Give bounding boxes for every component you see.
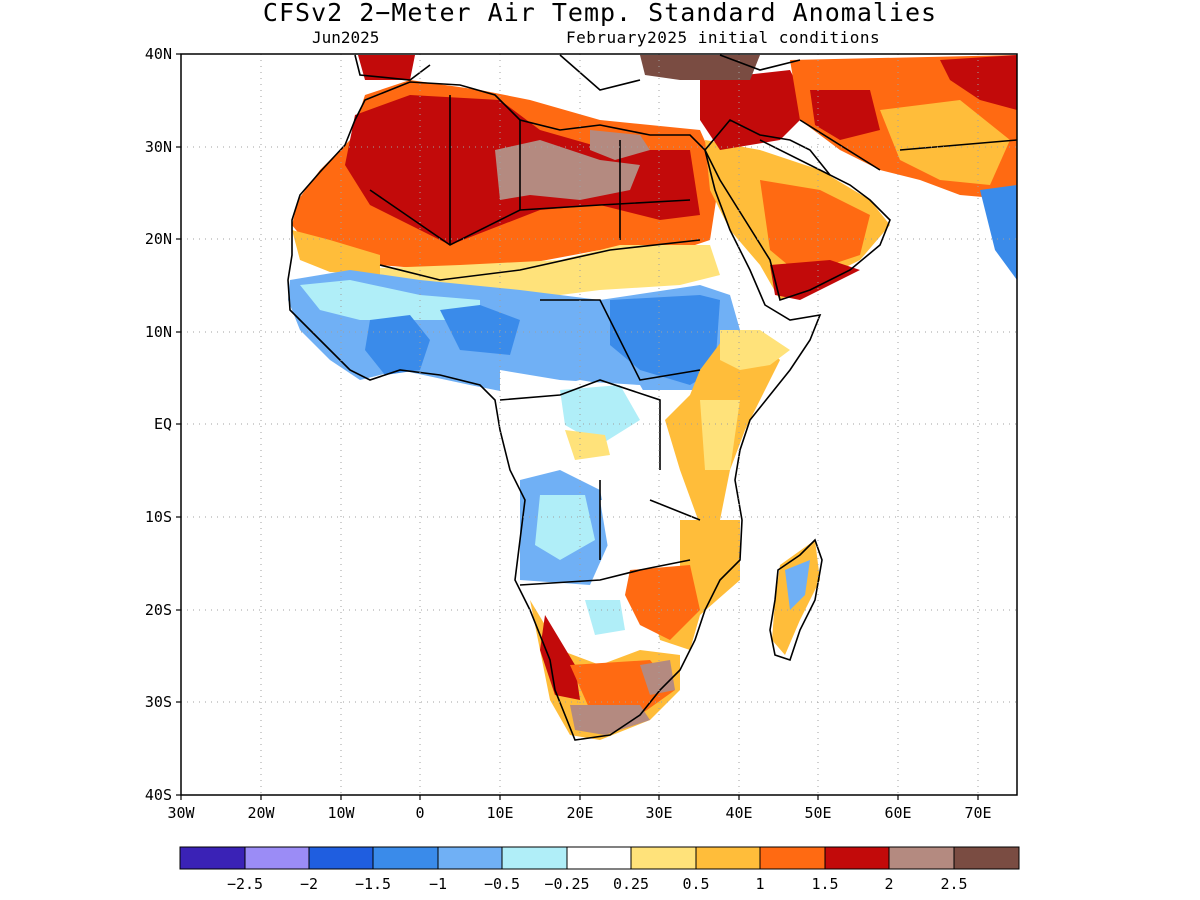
colorbar-swatch: [953, 846, 1020, 870]
lat-label: 20N: [145, 230, 172, 248]
colorbar-swatch: [759, 846, 826, 870]
colorbar-swatch: [501, 846, 568, 870]
namibia-light-cool: [585, 600, 625, 635]
lon-label: 50E: [804, 804, 831, 822]
south-africa-hot: [540, 615, 580, 700]
colorbar-label: −1: [429, 875, 447, 893]
zimbabwe-orange: [625, 565, 700, 640]
border-line: [379, 239, 701, 281]
arabian-peninsula-coast: [704, 119, 891, 302]
yemen-hot: [770, 260, 860, 300]
colorbar-swatch: [437, 846, 503, 870]
latitude-labels: 40N 30N 20N 10N EQ 10S 20S 30S 40S: [145, 45, 172, 804]
lat-label: 10S: [145, 508, 172, 526]
forecast-month: Jun2025: [312, 28, 380, 47]
tick-marks: [176, 53, 979, 800]
colorbar-swatch: [888, 846, 955, 870]
border-line: [499, 379, 661, 470]
initial-conditions: February2025 initial conditions: [566, 28, 881, 47]
colorbar-swatch: [824, 846, 890, 870]
africa-coastline: [287, 81, 822, 741]
iran-hot-core: [810, 90, 880, 140]
west-africa-light-cool: [300, 280, 480, 320]
pakistan-cool: [980, 185, 1017, 280]
colorbar-label: 2.5: [940, 875, 967, 893]
longitude-labels: 30W 20W 10W 0 10E 20E 30E 40E 50E 60E 70…: [167, 804, 991, 822]
colorbar-label: −2.5: [227, 875, 263, 893]
colorbar-swatch: [630, 846, 697, 870]
libya-egypt-brown: [495, 140, 640, 200]
chart-title: CFSv2 2−Meter Air Temp. Standard Anomali…: [262, 0, 938, 27]
colorbar-label: 1.5: [811, 875, 838, 893]
central-africa-strong-cool: [610, 295, 720, 385]
greece-neutral: [580, 60, 640, 95]
grid-lines: [181, 54, 1017, 795]
lesotho-brown: [640, 660, 675, 695]
lat-label: EQ: [154, 415, 172, 433]
ethiopia-light: [720, 330, 790, 370]
colorbar-label: −2: [300, 875, 318, 893]
border-line: [759, 119, 1017, 176]
colorbar-swatch: [566, 846, 632, 870]
ghana-cool: [365, 315, 430, 375]
lon-label: 20E: [566, 804, 593, 822]
colorbar-swatch: [244, 846, 310, 870]
country-outlines: [287, 54, 1017, 741]
lat-label: 30S: [145, 693, 172, 711]
congo-light-cool: [560, 385, 640, 445]
madagascar-cool: [785, 560, 810, 610]
iran-warm: [880, 100, 1010, 185]
land-anomalies: [288, 55, 1017, 740]
lon-label: 0: [415, 804, 424, 822]
colorbar-label: −0.25: [544, 875, 589, 893]
lat-label: 30N: [145, 138, 172, 156]
lat-label: 20S: [145, 601, 172, 619]
madagascar-coast: [769, 538, 823, 662]
lat-label: 40N: [145, 45, 172, 63]
colorbar-label: 0.5: [682, 875, 709, 893]
turkey-brown: [640, 55, 760, 80]
spain-hot: [358, 55, 415, 80]
colorbar-label: 2: [884, 875, 893, 893]
lon-label: 20W: [247, 804, 275, 822]
lat-label: 40S: [145, 786, 172, 804]
colorbar-swatch: [695, 846, 761, 870]
border-line: [449, 95, 621, 245]
middle-east-hot: [700, 70, 810, 150]
colorbar-swatch: [372, 846, 439, 870]
lon-label: 30E: [645, 804, 672, 822]
colorbar-labels: −2.5 −2 −1.5 −1 −0.5 −0.25 0.25 0.5 1 1.…: [227, 875, 968, 893]
border-line: [540, 299, 701, 381]
lon-label: 10E: [486, 804, 513, 822]
border-line: [519, 559, 691, 586]
colorbar-label: −1.5: [355, 875, 391, 893]
afghan-hot: [940, 55, 1017, 110]
west-africa-orange: [292, 230, 380, 275]
colorbar-swatch: [308, 846, 374, 870]
colorbar-swatch: [179, 846, 246, 870]
arabia-orange: [760, 180, 870, 275]
colorbar-label: −0.5: [484, 875, 520, 893]
lat-label: 10N: [145, 323, 172, 341]
colorbar-label: 0.25: [613, 875, 649, 893]
drc-yellow: [565, 430, 610, 460]
lon-label: 60E: [884, 804, 911, 822]
colorbar-label: 1: [755, 875, 764, 893]
lon-label: 30W: [167, 804, 195, 822]
kenya-yellow: [700, 400, 740, 470]
colorbar: [179, 846, 1020, 870]
lon-label: 10W: [327, 804, 355, 822]
angola-light-cool: [535, 495, 595, 560]
cape-brown: [570, 705, 650, 735]
lon-label: 70E: [964, 804, 991, 822]
lon-label: 40E: [725, 804, 752, 822]
